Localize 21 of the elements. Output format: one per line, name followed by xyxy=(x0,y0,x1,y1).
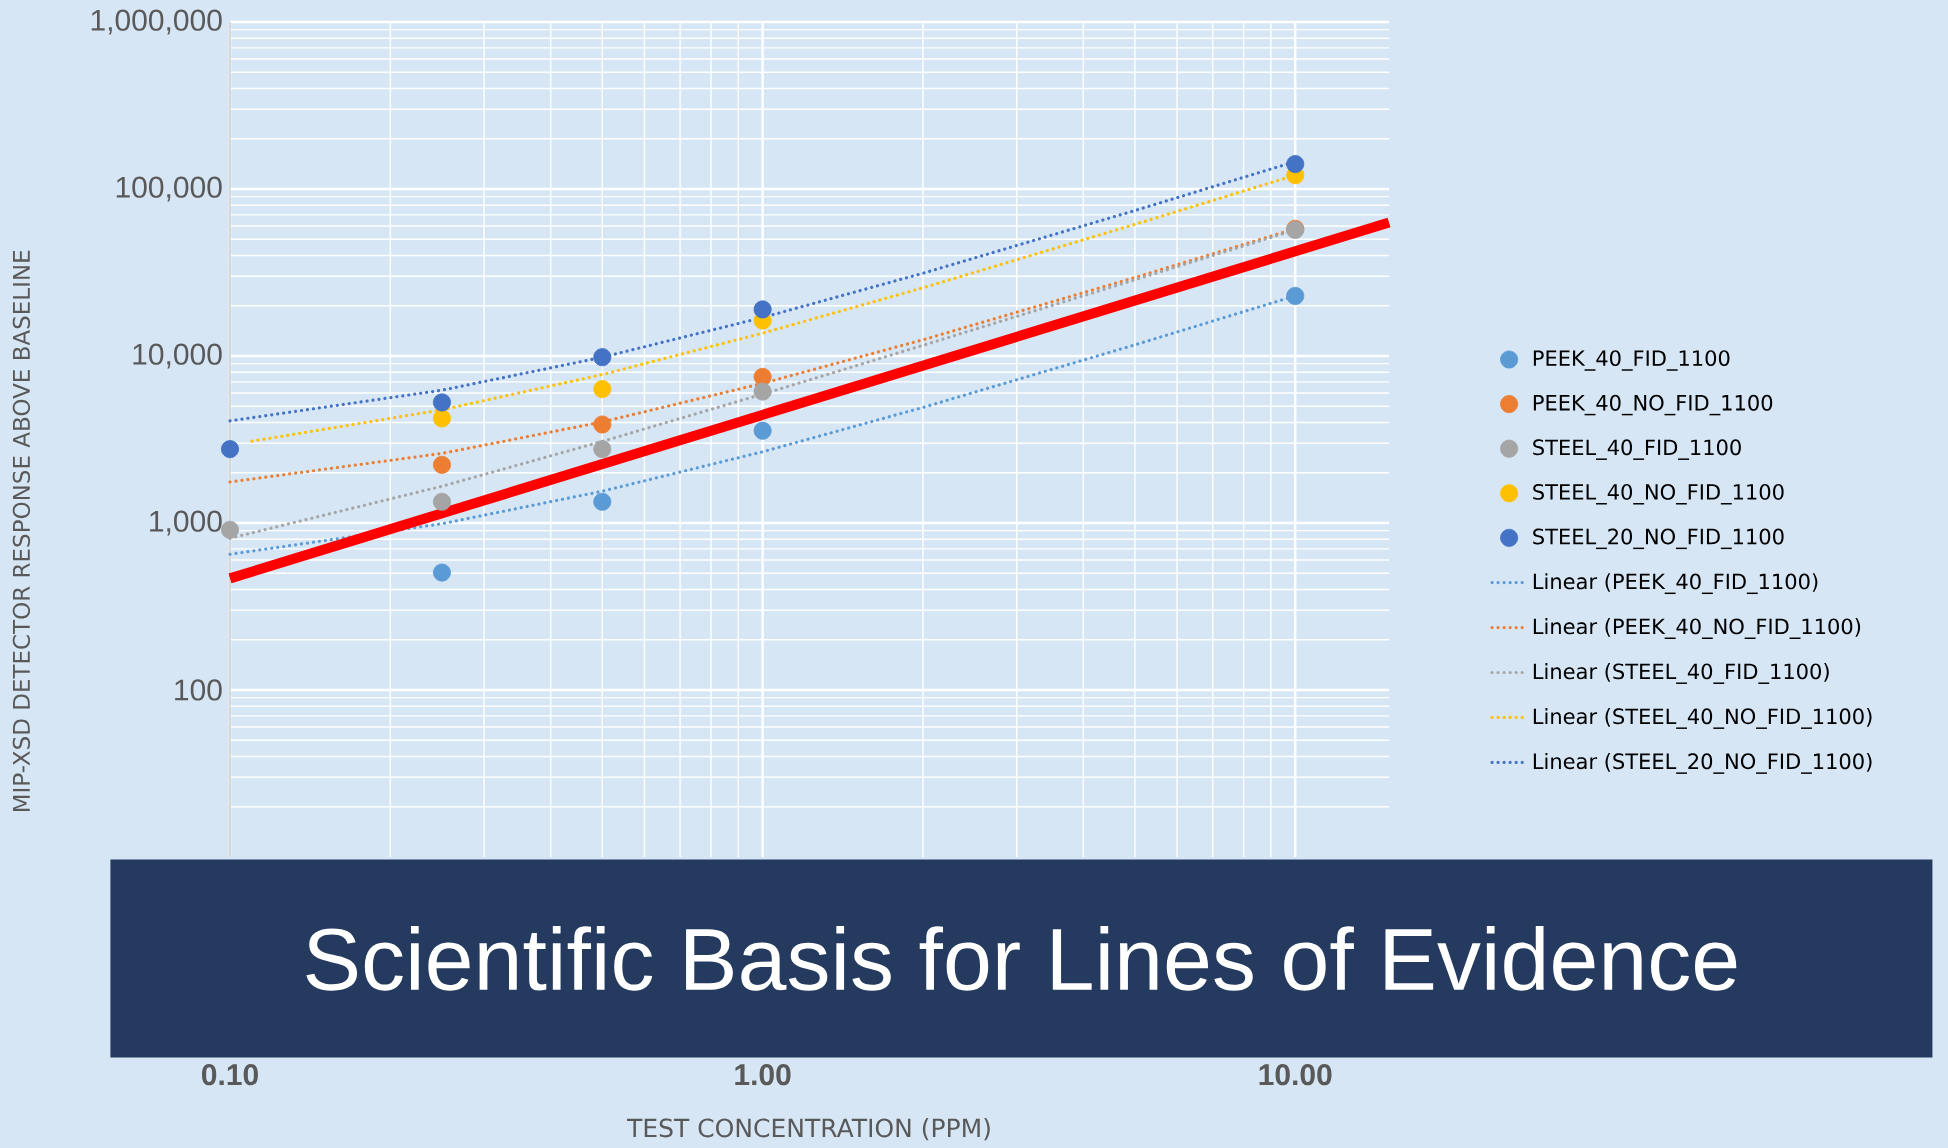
y-tick-label: 100 xyxy=(175,679,222,701)
legend-label: PEEK_40_NO_FID_1100 xyxy=(1533,394,1773,416)
text: Scientific Basis for Lines of Evidence xyxy=(306,926,1737,991)
legend-label: STEEL_20_NO_FID_1100 xyxy=(1533,528,1784,550)
legend-label: STEEL_40_FID_1100 xyxy=(1533,439,1741,460)
legend-label: Linear (STEEL_20_NO_FID_1100) xyxy=(1533,752,1872,774)
legend-label: Linear (PEEK_40_NO_FID_1100) xyxy=(1533,618,1861,639)
x-tick-label: 10.00 xyxy=(1259,1064,1332,1086)
legend-label: PEEK_40_FID_1100 xyxy=(1533,350,1730,371)
legend-label: Linear (PEEK_40_FID_1100) xyxy=(1533,573,1818,595)
x-axis-title: TEST CONCENTRATION (PPM) xyxy=(626,1118,990,1141)
y-axis-title: MIP-XSD DETECTOR RESPONSE ABOVE BASELINE xyxy=(12,250,31,812)
y-tick-label: 10,000 xyxy=(133,343,222,369)
legend-label: Linear (STEEL_40_FID_1100) xyxy=(1533,663,1829,684)
y-tick-label: 1,000 xyxy=(150,510,222,536)
legend-label: Linear (STEEL_40_NO_FID_1100) xyxy=(1533,708,1872,729)
x-tick-label: 1.00 xyxy=(735,1064,791,1086)
x-tick-label: 0.10 xyxy=(202,1064,258,1086)
y-tick-label: 100,000 xyxy=(116,176,222,202)
legend-label: STEEL_40_NO_FID_1100 xyxy=(1533,483,1784,505)
y-tick-label: 1,000,000 xyxy=(91,9,222,35)
